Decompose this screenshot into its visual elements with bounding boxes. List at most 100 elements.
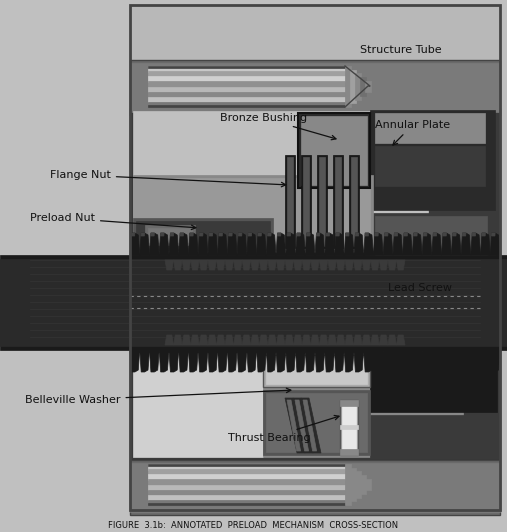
Text: Belleville Washer: Belleville Washer	[25, 388, 291, 405]
Bar	[148, 105, 345, 107]
Polygon shape	[307, 233, 310, 236]
Polygon shape	[268, 260, 276, 270]
Bar	[345, 464, 351, 505]
Polygon shape	[433, 233, 437, 236]
Polygon shape	[169, 233, 178, 255]
Polygon shape	[319, 260, 328, 270]
Bar	[375, 113, 485, 143]
Bar	[263, 390, 370, 455]
Polygon shape	[481, 233, 490, 255]
Polygon shape	[471, 350, 481, 372]
Polygon shape	[180, 233, 184, 236]
Polygon shape	[354, 350, 364, 372]
Bar	[130, 463, 500, 512]
Polygon shape	[432, 350, 442, 372]
Bar	[148, 66, 345, 72]
Polygon shape	[277, 233, 281, 236]
Polygon shape	[227, 233, 237, 255]
Polygon shape	[296, 350, 305, 372]
Polygon shape	[227, 350, 237, 372]
Bar	[148, 469, 345, 475]
Polygon shape	[159, 233, 169, 255]
Bar	[375, 146, 485, 186]
Polygon shape	[266, 233, 276, 255]
Polygon shape	[199, 233, 203, 236]
Polygon shape	[259, 260, 268, 270]
Bar	[148, 464, 345, 505]
Polygon shape	[393, 350, 403, 372]
Polygon shape	[451, 350, 461, 372]
Text: Thrust Bearing: Thrust Bearing	[228, 415, 339, 443]
Bar	[148, 479, 345, 485]
Polygon shape	[170, 233, 174, 236]
Bar	[148, 76, 345, 82]
Bar	[285, 155, 295, 248]
Polygon shape	[325, 233, 335, 255]
Polygon shape	[328, 260, 337, 270]
Bar	[148, 71, 345, 77]
Polygon shape	[247, 233, 257, 255]
Bar	[365, 81, 371, 92]
Bar	[130, 60, 500, 115]
Polygon shape	[251, 335, 259, 345]
Polygon shape	[141, 233, 144, 236]
Polygon shape	[150, 350, 159, 372]
Polygon shape	[285, 335, 294, 345]
Polygon shape	[422, 350, 432, 372]
Polygon shape	[337, 260, 345, 270]
Polygon shape	[276, 350, 286, 372]
Polygon shape	[208, 260, 216, 270]
Polygon shape	[403, 350, 412, 372]
Polygon shape	[315, 350, 325, 372]
Polygon shape	[173, 335, 182, 345]
Polygon shape	[216, 335, 225, 345]
Polygon shape	[165, 335, 173, 345]
Polygon shape	[423, 233, 427, 236]
Polygon shape	[371, 335, 379, 345]
Polygon shape	[325, 350, 335, 372]
Polygon shape	[362, 260, 371, 270]
Bar	[130, 460, 500, 515]
Polygon shape	[242, 260, 251, 270]
Bar	[319, 157, 325, 246]
Polygon shape	[251, 260, 259, 270]
Bar	[298, 113, 370, 188]
Polygon shape	[335, 233, 344, 255]
Polygon shape	[311, 335, 319, 345]
Polygon shape	[442, 350, 451, 372]
Bar	[148, 503, 345, 505]
Polygon shape	[491, 233, 495, 236]
Bar	[136, 221, 270, 250]
Bar	[148, 92, 345, 97]
Polygon shape	[247, 350, 257, 372]
Text: Bronze Bushing: Bronze Bushing	[220, 113, 336, 140]
Polygon shape	[242, 335, 251, 345]
Polygon shape	[422, 233, 432, 255]
Polygon shape	[218, 350, 227, 372]
Polygon shape	[344, 233, 354, 255]
Polygon shape	[198, 233, 208, 255]
Polygon shape	[353, 260, 362, 270]
Polygon shape	[337, 335, 345, 345]
Bar	[263, 355, 370, 387]
Polygon shape	[178, 233, 189, 255]
Polygon shape	[471, 233, 481, 255]
Polygon shape	[388, 260, 396, 270]
Polygon shape	[294, 260, 302, 270]
Bar	[130, 5, 500, 510]
Polygon shape	[326, 233, 330, 236]
Polygon shape	[286, 350, 296, 372]
Bar	[340, 400, 358, 406]
Polygon shape	[451, 233, 461, 255]
Polygon shape	[354, 233, 364, 255]
Bar	[370, 213, 495, 288]
Polygon shape	[297, 233, 300, 236]
Bar	[148, 495, 345, 501]
Polygon shape	[216, 260, 225, 270]
Bar	[133, 353, 263, 457]
Bar	[351, 157, 357, 246]
Polygon shape	[490, 233, 500, 255]
Polygon shape	[190, 233, 193, 236]
Polygon shape	[258, 233, 262, 236]
Polygon shape	[481, 350, 490, 372]
